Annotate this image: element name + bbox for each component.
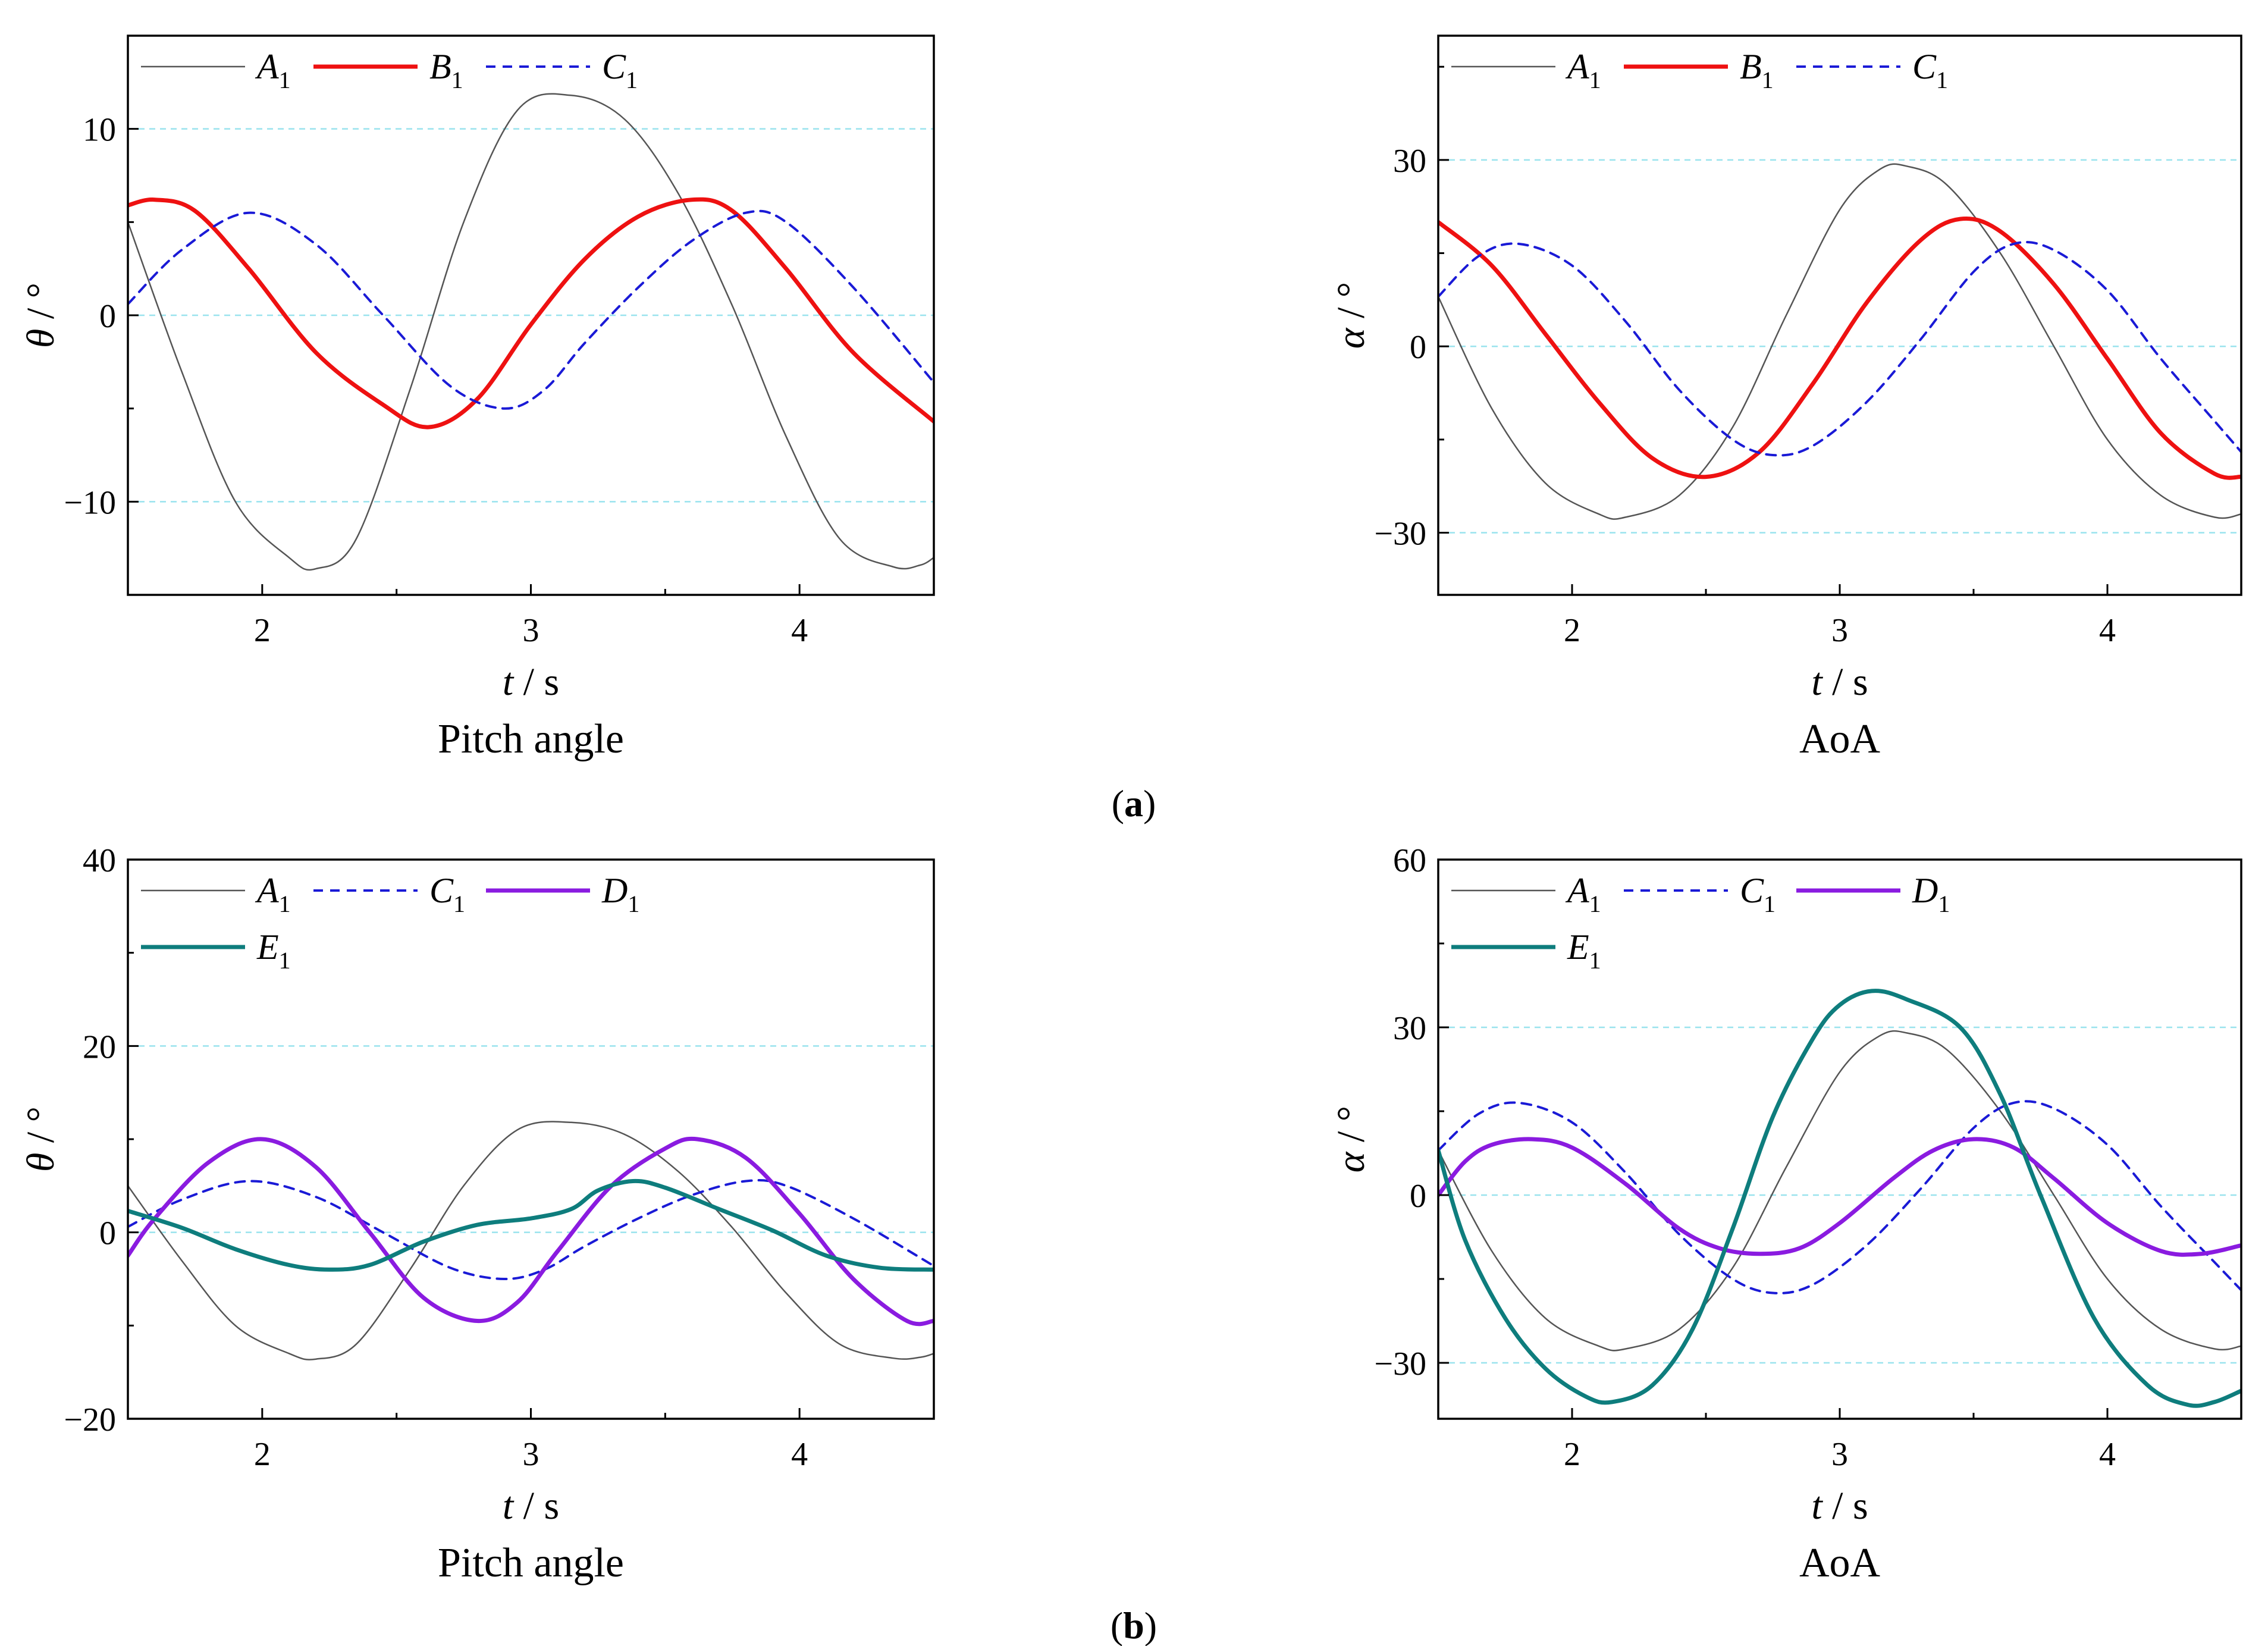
chart-panel-3: 2 3 4 −20 0 20 40 t / s θ / ° Pitch angle A1 C1 D1 E1 [19,842,935,1586]
series-line-d [128,1136,934,1327]
x-axis-title: t / s [503,660,559,704]
series-line-b [128,197,934,429]
series-line-c [1438,1100,2241,1294]
y-axis-title: α / ° [1329,1106,1373,1172]
legend-label-b: B1 [1740,47,1774,93]
series-line-a [1438,163,2241,520]
x-tick-label: 2 [254,612,271,649]
series-line-e [1438,989,2241,1408]
series-line-c [1438,240,2241,457]
y-tick-label: 0 [99,298,116,335]
series-line-a [1438,1030,2241,1352]
x-tick-label: 3 [1831,1436,1848,1473]
chart-caption: AoA [1799,716,1881,762]
legend: A1 B1 C1 [141,47,638,93]
x-tick-label: 2 [1564,612,1580,649]
legend-label-b: B1 [429,47,463,93]
y-tick-label: 60 [1393,842,1426,879]
chart-caption: Pitch angle [438,716,624,762]
legend-label-a: A1 [255,871,291,917]
y-tick-label: −30 [1374,1346,1426,1382]
x-tick-label: 4 [2099,612,2116,649]
legend-label-c: C1 [429,871,465,917]
legend-label-d: D1 [601,871,639,917]
series-line-c [128,209,934,410]
series-line-a [128,93,934,571]
x-axis-title: t / s [1811,1484,1868,1528]
x-tick-label: 2 [1564,1436,1580,1473]
legend: A1 B1 C1 [1451,47,1948,93]
x-tick-label: 3 [523,1436,539,1473]
x-tick-label: 4 [791,1436,808,1473]
series-group [128,1121,934,1360]
y-tick-label: 0 [1410,1178,1426,1215]
series-line-d [1438,1137,2241,1257]
y-axis-title: α / ° [1329,282,1373,349]
y-axis-title: θ / ° [19,283,62,348]
y-tick-label: 10 [83,112,116,149]
x-tick-label: 2 [254,1436,271,1473]
series-line-b [1438,217,2241,480]
chart-panel-2: 2 3 4 −30 0 30 t / s α / ° AoA A1 B1 C1 [1329,35,2242,762]
series-group [1438,163,2241,520]
series-group [128,93,934,571]
legend-label-a: A1 [1565,47,1601,93]
y-tick-label: 0 [1410,329,1426,366]
legend-label-d: D1 [1912,871,1950,917]
y-tick-label: −30 [1374,516,1426,553]
x-tick-label: 4 [791,612,808,649]
row-label-a: (a) [1112,782,1156,824]
legend-label-e: E1 [1567,927,1601,974]
x-axis-title: t / s [503,1484,559,1528]
y-axis-title: θ / ° [19,1106,62,1172]
y-tick-label: −20 [64,1402,116,1438]
legend-label-e: E1 [256,927,291,974]
legend: A1 C1 D1 E1 [141,871,639,974]
y-tick-label: 30 [1393,143,1426,180]
series-line-a [128,1121,934,1360]
chart-panel-1: 2 3 4 −10 0 10 t / s θ / ° Pitch angle A1 B1 C1 [19,35,935,762]
series-line-e [128,1178,934,1272]
y-tick-label: 30 [1393,1010,1426,1047]
legend-label-c: C1 [602,47,638,93]
legend-label-a: A1 [1565,871,1601,917]
x-tick-label: 4 [2099,1436,2116,1473]
legend-label-c: C1 [1912,47,1948,93]
chart-panels: 2 3 4 −10 0 10 t / s θ / ° Pitch angle A1 B1 C1 2 3 4 −… [19,35,2242,1586]
y-tick-label: 40 [83,842,116,879]
y-tick-label: 20 [83,1029,116,1065]
x-tick-label: 3 [523,612,539,649]
chart-caption: Pitch angle [438,1540,624,1586]
x-tick-label: 3 [1831,612,1848,649]
x-axis-title: t / s [1811,660,1868,704]
y-tick-label: −10 [64,484,116,521]
y-tick-label: 0 [99,1215,116,1252]
row-label-b: (b) [1111,1604,1157,1646]
chart-caption: AoA [1799,1540,1881,1586]
series-group [1438,989,2241,1408]
chart-panel-4: 2 3 4 −30 0 30 60 t / s α / ° AoA A1 C1 D1 E1 [1329,842,2242,1586]
legend: A1 C1 D1 E1 [1451,871,1950,974]
legend-label-c: C1 [1740,871,1775,917]
legend-label-a: A1 [255,47,291,93]
